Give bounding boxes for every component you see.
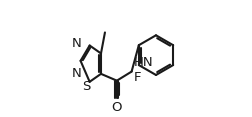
Text: F: F [133, 71, 141, 84]
Text: O: O [111, 101, 122, 113]
Text: N: N [72, 67, 81, 80]
Text: S: S [82, 80, 90, 93]
Text: N: N [72, 37, 81, 50]
Text: HN: HN [133, 56, 152, 69]
